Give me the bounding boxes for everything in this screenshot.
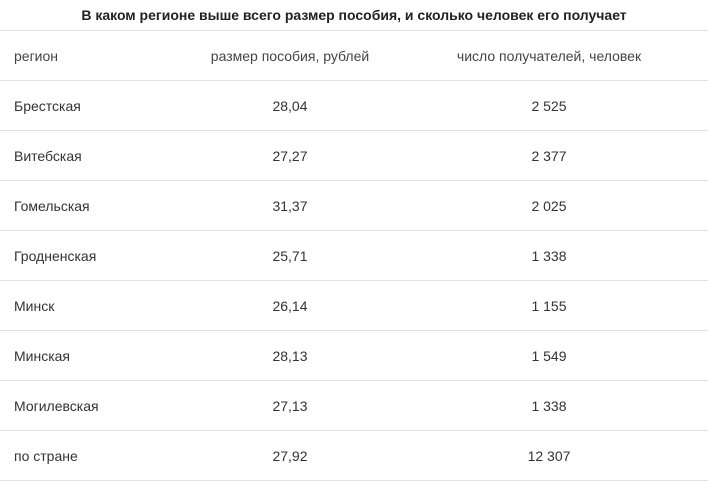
cell-region: по стране (14, 447, 78, 464)
cell-region: Гродненская (14, 247, 97, 264)
cell-amount: 25,71 (272, 247, 308, 264)
table-row: Брестская 28,04 2 525 (0, 81, 708, 131)
table-title: В каком регионе выше всего размер пособи… (81, 7, 627, 23)
table-row: Могилевская 27,13 1 338 (0, 381, 708, 431)
column-header-count: число получателей, человек (456, 47, 642, 64)
cell-count: 2 025 (531, 197, 567, 214)
cell-count: 2 525 (531, 97, 567, 114)
table-row: Гродненская 25,71 1 338 (0, 231, 708, 281)
cell-region: Минск (14, 297, 55, 314)
cell-amount: 26,14 (272, 297, 308, 314)
table-row: Минская 28,13 1 549 (0, 331, 708, 381)
cell-region: Минская (14, 347, 71, 364)
cell-region: Витебская (14, 147, 82, 164)
table-row: Минск 26,14 1 155 (0, 281, 708, 331)
cell-region: Могилевская (14, 397, 99, 414)
cell-region: Брестская (14, 97, 81, 114)
cell-amount: 27,13 (272, 397, 308, 414)
cell-amount: 27,27 (272, 147, 308, 164)
cell-amount: 28,13 (272, 347, 308, 364)
cell-count: 12 307 (527, 447, 571, 464)
cell-amount: 27,92 (272, 447, 308, 464)
cell-count: 1 338 (531, 397, 567, 414)
cell-count: 1 549 (531, 347, 567, 364)
cell-count: 2 377 (531, 147, 567, 164)
cell-amount: 28,04 (272, 97, 308, 114)
table-row: Гомельская 31,37 2 025 (0, 181, 708, 231)
cell-count: 1 155 (531, 297, 567, 314)
cell-amount: 31,37 (272, 197, 308, 214)
cell-region: Гомельская (14, 197, 90, 214)
benefits-table: регион размер пособия, рублей число полу… (0, 30, 708, 481)
table-header-row: регион размер пособия, рублей число полу… (0, 31, 708, 81)
table-row: Витебская 27,27 2 377 (0, 131, 708, 181)
column-header-amount: размер пособия, рублей (210, 47, 370, 64)
column-header-region: регион (14, 47, 59, 64)
table-row-total: по стране 27,92 12 307 (0, 431, 708, 481)
cell-count: 1 338 (531, 247, 567, 264)
